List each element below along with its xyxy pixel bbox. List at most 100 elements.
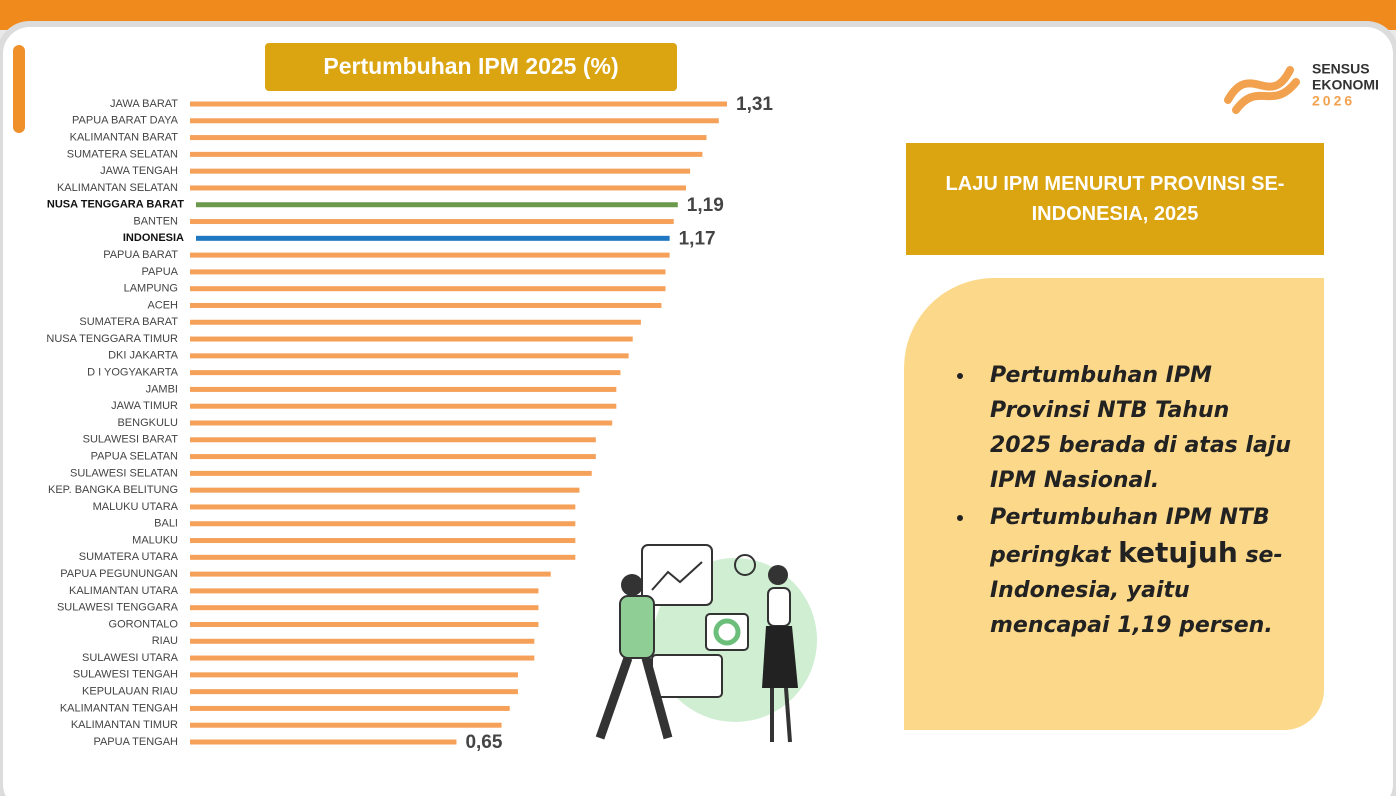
bar	[190, 538, 576, 544]
y-tick-label: KEP. BANGKA BELITUNG	[48, 484, 178, 496]
bar	[190, 302, 662, 308]
y-tick-label: PAPUA BARAT	[103, 249, 178, 261]
y-tick-label: KEPULAUAN RIAU	[82, 686, 178, 698]
y-tick-label: SULAWESI TENGAH	[73, 669, 178, 681]
y-tick-label: JAWA BARAT	[110, 98, 178, 110]
y-tick-label: PAPUA	[142, 266, 179, 278]
y-tick-label: KALIMANTAN UTARA	[69, 585, 179, 597]
y-tick-label: NUSA TENGGARA BARAT	[47, 199, 184, 211]
bar	[190, 605, 539, 611]
value-label: 0,65	[465, 732, 502, 753]
y-tick-label: KALIMANTAN SELATAN	[57, 182, 178, 194]
bar	[190, 269, 666, 275]
y-tick-label: INDONESIA	[123, 232, 184, 244]
bullet-text: Pertumbuhan IPM NTB peringkat	[990, 505, 1270, 568]
bar	[190, 118, 719, 124]
y-tick-label: SULAWESI BARAT	[83, 434, 179, 446]
bar	[190, 370, 621, 376]
bar	[190, 437, 596, 443]
bar	[190, 521, 576, 527]
y-tick-label: ACEH	[147, 299, 178, 311]
value-label: 1,19	[687, 195, 724, 216]
bar	[190, 252, 670, 258]
bar	[190, 454, 596, 460]
y-tick-label: BENGKULU	[117, 417, 178, 429]
bar	[190, 151, 703, 157]
bar	[190, 739, 457, 745]
bar	[190, 689, 518, 695]
bar	[190, 135, 707, 141]
bar	[190, 185, 687, 191]
bar	[190, 588, 539, 594]
y-tick-label: SUMATERA SELATAN	[67, 148, 178, 160]
title-box	[265, 43, 677, 91]
bar	[190, 487, 580, 493]
bar	[190, 219, 674, 225]
y-tick-label: PAPUA SELATAN	[91, 450, 178, 462]
bar	[190, 722, 502, 728]
y-tick-label: DKI JAKARTA	[108, 350, 179, 362]
y-tick-label: KALIMANTAN TENGAH	[60, 702, 178, 714]
bar	[190, 672, 518, 678]
y-tick-label: SUMATERA UTARA	[79, 551, 179, 563]
bullet-list: Pertumbuhan IPM Provinsi NTB Tahun 2025 …	[936, 358, 1294, 643]
y-tick-label: JAWA TIMUR	[111, 400, 178, 412]
value-label: 1,17	[679, 228, 716, 249]
value-label: 1,31	[736, 94, 773, 115]
bar	[190, 504, 576, 510]
bar	[190, 470, 592, 476]
panel-title: LAJU IPM MENURUT PROVINSI SE-INDONESIA, …	[906, 143, 1324, 255]
panel-body: Pertumbuhan IPM Provinsi NTB Tahun 2025 …	[904, 278, 1324, 730]
bar	[190, 168, 691, 174]
bar	[190, 638, 535, 644]
bullet-emphasis: ketujuh	[1118, 536, 1238, 569]
y-tick-label: MALUKU UTARA	[93, 501, 179, 513]
y-tick-label: KALIMANTAN TIMUR	[71, 719, 178, 731]
y-tick-label: KALIMANTAN BARAT	[70, 131, 179, 143]
y-tick-label: SUMATERA BARAT	[79, 316, 178, 328]
y-tick-label: NUSA TENGGARA TIMUR	[46, 333, 178, 345]
y-tick-label: PAPUA TENGAH	[93, 736, 178, 748]
y-tick-label: JAMBI	[146, 383, 178, 395]
y-tick-label: JAWA TENGAH	[100, 165, 178, 177]
logo-text: SENSUS	[1312, 61, 1370, 77]
bar	[190, 554, 576, 560]
y-tick-label: BANTEN	[133, 215, 178, 227]
bar	[190, 655, 535, 661]
bullet: Pertumbuhan IPM Provinsi NTB Tahun 2025 …	[976, 358, 1294, 498]
bar	[190, 386, 617, 392]
logo: SENSUS EKONOMI 2026	[1224, 61, 1379, 114]
y-tick-label: RIAU	[152, 635, 178, 647]
bar	[190, 571, 551, 577]
bullet: Pertumbuhan IPM NTB peringkat ketujuh se…	[976, 500, 1294, 643]
bullet-text: se-Indonesia, yaitu mencapai 1,19 persen…	[990, 543, 1283, 638]
logo-text: 2026	[1312, 93, 1355, 109]
y-tick-label: PAPUA PEGUNUNGAN	[60, 568, 178, 580]
bar	[190, 319, 641, 325]
illustration	[595, 544, 817, 743]
bar	[190, 101, 727, 107]
y-tick-label: GORONTALO	[109, 618, 179, 630]
logo-text: EKONOMI	[1312, 77, 1379, 93]
bar	[190, 705, 510, 711]
y-tick-label: SULAWESI UTARA	[82, 652, 179, 664]
y-tick-label: MALUKU	[132, 534, 178, 546]
bullet-text: Pertumbuhan IPM Provinsi NTB Tahun 2025 …	[990, 363, 1292, 493]
bar	[190, 336, 633, 342]
bar	[190, 286, 666, 292]
y-tick-label: BALI	[154, 518, 178, 530]
bar	[190, 403, 617, 409]
y-tick-label: SULAWESI TENGGARA	[57, 602, 179, 614]
chart-title: Pertumbuhan IPM 2025 (%)	[323, 53, 618, 79]
bar	[190, 420, 613, 426]
y-tick-label: SULAWESI SELATAN	[70, 467, 178, 479]
y-tick-label: PAPUA BARAT DAYA	[72, 115, 179, 127]
bar	[190, 353, 629, 359]
accent-bar	[13, 45, 25, 133]
bar	[196, 202, 678, 208]
bar	[196, 235, 670, 241]
y-tick-label: LAMPUNG	[124, 283, 178, 295]
y-tick-label: D I YOGYAKARTA	[87, 367, 179, 379]
bar	[190, 621, 539, 627]
